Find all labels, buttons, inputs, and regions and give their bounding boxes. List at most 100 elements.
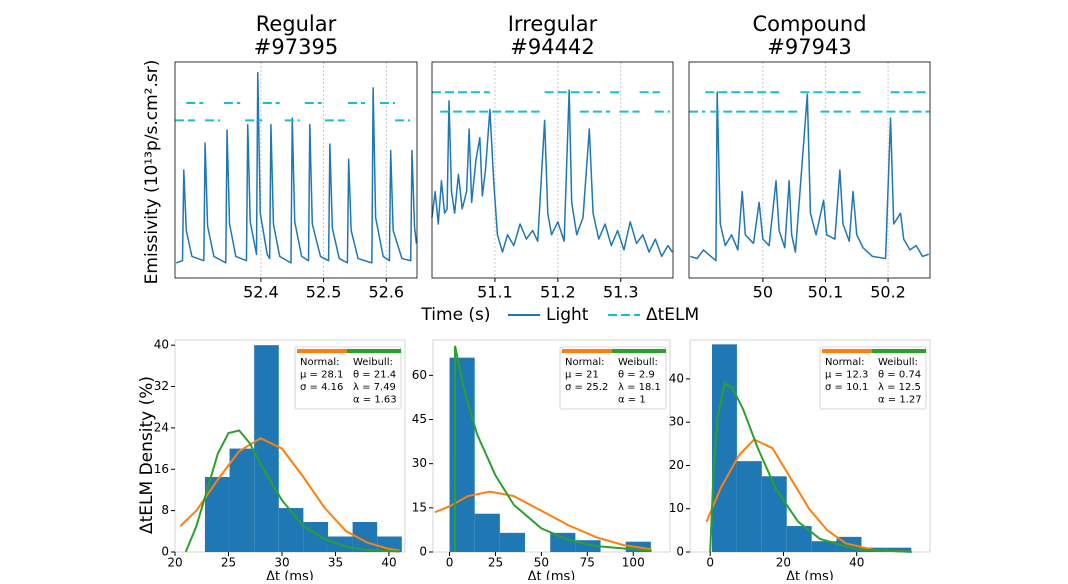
y-tick-label: 32	[154, 379, 169, 393]
y-tick-label: 20	[669, 458, 684, 472]
y-tick-label: 8	[161, 503, 169, 517]
x-tick-label: 100	[622, 556, 645, 570]
bar	[278, 508, 304, 552]
y-tick-label: 30	[669, 415, 684, 429]
bar	[550, 532, 576, 552]
x-tick-label: 51.1	[477, 283, 513, 302]
bar	[204, 477, 230, 552]
x-tick-label: 50.1	[808, 283, 844, 302]
fit-curve	[184, 429, 400, 553]
y-tick-label: 0	[676, 545, 684, 559]
y-tick-label: 30	[412, 456, 427, 470]
y-tick-label: 0	[419, 545, 427, 559]
x-tick-label: 51.2	[540, 283, 576, 302]
fit-curve	[434, 490, 652, 551]
x-axis-label: Δt (ms)	[266, 570, 314, 581]
x-tick-label: 75	[580, 556, 595, 570]
stats-text: Normal:	[825, 357, 865, 368]
bar	[474, 513, 500, 552]
stats-text: μ = 12.3	[825, 370, 868, 381]
x-axis-label: Δt (ms)	[528, 570, 576, 581]
series-line	[175, 102, 411, 122]
series-line	[432, 91, 670, 113]
stats-text: Weibull:	[353, 357, 393, 368]
stats-text: Weibull:	[618, 357, 658, 368]
x-tick-label: 20	[776, 556, 791, 570]
panel-subtitle: #97395	[254, 35, 338, 59]
bar	[254, 345, 279, 552]
stats-text: θ = 21.4	[353, 370, 396, 381]
plot-area	[175, 62, 417, 278]
legend-label: ΔtELM	[646, 305, 699, 325]
series-line	[689, 91, 930, 113]
y-tick-label: 40	[669, 371, 684, 385]
x-tick-label: 40	[381, 556, 396, 570]
fit-curve	[705, 438, 912, 553]
y-tick-label: 45	[412, 412, 427, 426]
x-axis-label: Δt (ms)	[786, 570, 834, 581]
x-tick-label: 52.5	[306, 283, 342, 302]
stats-box	[819, 346, 927, 410]
stats-text: σ = 10.1	[825, 382, 868, 393]
y-tick-label: 15	[412, 500, 427, 514]
plot-area	[432, 62, 673, 278]
stats-text: λ = 7.49	[353, 382, 396, 393]
x-axis-label: Time (s)	[420, 305, 490, 325]
bar	[736, 461, 762, 552]
stats-text: μ = 28.1	[300, 370, 343, 381]
x-tick-label: 50	[753, 283, 773, 302]
x-tick-label: 35	[328, 556, 343, 570]
stats-text: α = 1.63	[353, 395, 397, 406]
stats-box	[559, 346, 667, 410]
y-tick-label: 10	[669, 501, 684, 515]
bar	[761, 476, 787, 552]
plot-frame	[431, 61, 674, 279]
x-tick-label: 0	[446, 556, 454, 570]
x-tick-label: 25	[488, 556, 503, 570]
plot-frame	[174, 61, 418, 279]
stats-text: λ = 18.1	[618, 382, 661, 393]
stats-text: Normal:	[565, 357, 605, 368]
series-line	[690, 91, 929, 262]
y-tick-label: 60	[412, 368, 427, 382]
plot-frame	[688, 61, 931, 279]
x-tick-label: 40	[849, 556, 864, 570]
y-tick-label: 0	[161, 545, 169, 559]
bar	[449, 357, 475, 552]
bar	[811, 541, 837, 552]
bar	[229, 448, 255, 552]
panel-title: Compound	[752, 12, 866, 36]
stats-box	[294, 346, 402, 410]
stats-text: λ = 12.5	[878, 382, 921, 393]
x-tick-label: 51.3	[603, 283, 639, 302]
stats-text: α = 1.27	[878, 395, 922, 406]
x-tick-label: 52.6	[368, 283, 404, 302]
panel-subtitle: #97943	[767, 35, 851, 59]
y-tick-label: 24	[154, 420, 169, 434]
fit-curve	[709, 381, 912, 553]
bar	[303, 522, 328, 552]
x-tick-label: 30	[274, 556, 289, 570]
x-tick-label: 50.2	[870, 283, 906, 302]
stats-text: θ = 2.9	[618, 370, 655, 381]
y-axis-label: ΔtELM Density (%)	[137, 376, 157, 534]
x-tick-label: 25	[221, 556, 236, 570]
stats-text: α = 1	[618, 395, 646, 406]
stats-text: θ = 0.74	[878, 370, 921, 381]
stats-text: σ = 4.16	[300, 382, 343, 393]
x-tick-label: 50	[534, 556, 549, 570]
x-tick-label: 52.4	[243, 283, 279, 302]
panel-title: Irregular	[508, 12, 598, 36]
stats-text: σ = 25.2	[565, 382, 608, 393]
stats-text: Weibull:	[878, 357, 918, 368]
series-line	[176, 72, 418, 264]
x-tick-label: 0	[706, 556, 714, 570]
fit-curve	[179, 437, 400, 552]
bar	[575, 540, 601, 552]
y-tick-label: 16	[154, 462, 169, 476]
y-tick-label: 40	[154, 338, 169, 352]
bar	[886, 547, 912, 552]
stats-text: Normal:	[300, 357, 340, 368]
panel-title: Regular	[256, 12, 337, 36]
